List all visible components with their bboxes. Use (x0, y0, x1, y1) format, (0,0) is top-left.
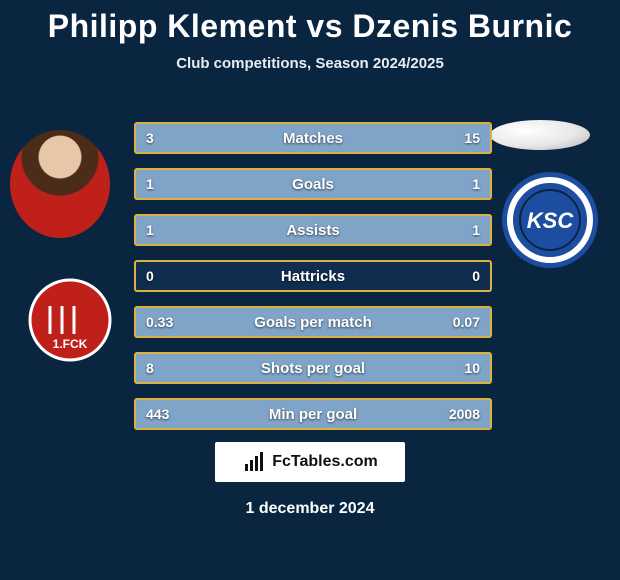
page-title: Philipp Klement vs Dzenis Burnic (0, 0, 620, 45)
watermark-text: FcTables.com (272, 453, 378, 471)
stat-left-value: 1 (136, 216, 164, 244)
stat-right-value: 2008 (439, 400, 490, 428)
stat-row: Goals per match0.33 0.07 (134, 306, 492, 338)
stat-label: Goals (136, 170, 490, 198)
stat-row: Hattricks0 0 (134, 260, 492, 292)
bar-chart-icon (242, 450, 266, 474)
svg-text:1.FCK: 1.FCK (53, 337, 88, 351)
stat-row: Matches3 15 (134, 122, 492, 154)
page-subtitle: Club competitions, Season 2024/2025 (0, 55, 620, 72)
club-right-ball-icon (490, 120, 590, 150)
stat-left-value: 8 (136, 354, 164, 382)
stat-right-value: 10 (454, 354, 490, 382)
stat-label: Shots per goal (136, 354, 490, 382)
stat-left-value: 0.33 (136, 308, 183, 336)
stat-row: Assists1 1 (134, 214, 492, 246)
watermark-logo: FcTables.com (215, 442, 405, 482)
stat-right-value: 15 (454, 124, 490, 152)
stat-row: Min per goal443 2008 (134, 398, 492, 430)
club-left-badge: 1.FCK (20, 278, 120, 362)
stat-label: Min per goal (136, 400, 490, 428)
stat-left-value: 3 (136, 124, 164, 152)
club-right-badge: KSC (500, 170, 600, 270)
date-text: 1 december 2024 (0, 500, 620, 518)
stat-label: Hattricks (136, 262, 490, 290)
stat-label: Goals per match (136, 308, 490, 336)
stats-bars-container: Matches315Goals11Assists11Hattricks00Goa… (134, 122, 492, 444)
stat-left-value: 0 (136, 262, 164, 290)
player-left-photo (10, 130, 110, 238)
stat-left-value: 1 (136, 170, 164, 198)
stat-right-value: 1 (462, 216, 490, 244)
stat-row: Goals1 1 (134, 168, 492, 200)
stat-right-value: 0 (462, 262, 490, 290)
stat-left-value: 443 (136, 400, 179, 428)
stat-right-value: 0.07 (443, 308, 490, 336)
stat-right-value: 1 (462, 170, 490, 198)
svg-text:KSC: KSC (527, 208, 575, 233)
stat-label: Matches (136, 124, 490, 152)
stat-row: Shots per goal8 10 (134, 352, 492, 384)
stat-label: Assists (136, 216, 490, 244)
